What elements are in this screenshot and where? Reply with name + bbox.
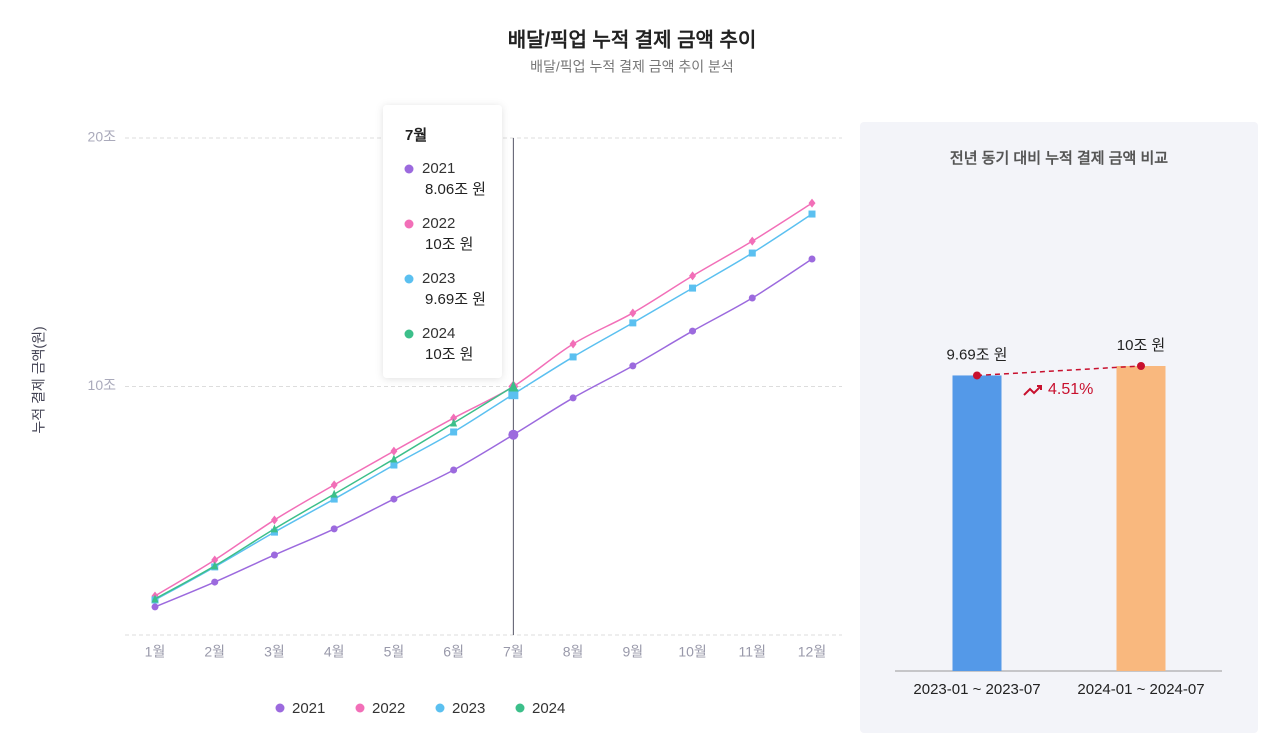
point [270, 515, 278, 525]
point [629, 308, 637, 318]
tooltip-swatch [404, 219, 414, 229]
tooltip: 7월 2021 8.06조 원 2022 10조 원 2023 9.69조 원 2024 10조… [383, 105, 502, 378]
point [450, 418, 458, 427]
tooltip-swatch [404, 164, 414, 174]
value-label: 9.69조 원 [947, 346, 1008, 363]
point [748, 294, 756, 302]
annotation: 4.51% [1048, 381, 1093, 398]
series-line [154, 213, 813, 601]
point [808, 198, 816, 208]
point [450, 428, 458, 436]
tooltip-name: 2023 [422, 270, 455, 287]
x-tick-label: 2023-01 ~ 2023-07 [913, 681, 1040, 698]
x-tick-label: 10월 [678, 644, 706, 660]
legend-label: 2023 [452, 700, 485, 717]
value-label: 10조 원 [1117, 337, 1165, 354]
y-tick-label: 20조 [88, 129, 117, 145]
legend-label: 2022 [372, 700, 405, 717]
panel [860, 122, 1258, 733]
bar [952, 375, 1002, 671]
y-tick-label: 10조 [88, 377, 117, 393]
point [689, 271, 697, 281]
series-line [154, 258, 813, 608]
tooltip-value: 9.69조 원 [425, 291, 486, 308]
tooltip-name: 2021 [422, 160, 455, 177]
point [390, 454, 398, 463]
x-tick-label: 9월 [622, 644, 643, 660]
x-tick-label: 12월 [798, 644, 826, 660]
tooltip-value: 8.06조 원 [425, 181, 486, 198]
point [629, 319, 637, 327]
tooltip-swatch [404, 329, 414, 339]
x-tick-label: 7월 [503, 644, 524, 660]
point [270, 524, 278, 533]
series-line [154, 202, 813, 597]
point [508, 389, 519, 400]
x-tick-label: 4월 [324, 644, 345, 660]
point [808, 210, 816, 218]
bar [1116, 366, 1166, 671]
point [450, 466, 458, 474]
legend-label: 2021 [292, 700, 325, 717]
point [629, 362, 637, 370]
x-tick-label: 3월 [264, 644, 285, 660]
point [390, 461, 398, 469]
tooltip-swatch [404, 274, 414, 284]
x-tick-label: 1월 [145, 644, 166, 660]
tooltip-value: 10조 원 [425, 346, 473, 363]
point [211, 555, 219, 565]
legend-swatch [275, 703, 285, 713]
point [330, 480, 338, 490]
point [390, 446, 398, 456]
title: 배달/픽업 누적 결제 금액 추이 [508, 28, 757, 51]
point [748, 236, 756, 246]
x-tick-label: 2월 [204, 644, 225, 660]
point [569, 394, 577, 402]
x-tick-label: 6월 [443, 644, 464, 660]
y-axis-label: 누적 결제 금액(원) [31, 326, 47, 433]
trend-line [976, 365, 1142, 377]
trend-dot [973, 371, 981, 380]
tooltip-name: 2022 [422, 215, 455, 232]
tooltip-name: 2024 [422, 325, 455, 342]
subtitle: 배달/픽업 누적 결제 금액 추이 분석 [530, 59, 734, 75]
point [689, 327, 697, 335]
point [508, 429, 519, 440]
panel-title: 전년 동기 대비 누적 결제 금액 비교 [950, 149, 1168, 167]
point [330, 495, 338, 503]
point [330, 525, 338, 533]
point [151, 594, 159, 603]
legend-swatch [515, 703, 525, 713]
legend-label: 2024 [532, 700, 565, 717]
trend-icon [1023, 385, 1042, 396]
point [569, 339, 577, 349]
point [508, 380, 519, 392]
x-tick-label: 2024-01 ~ 2024-07 [1077, 681, 1204, 698]
point [211, 561, 219, 570]
point [151, 603, 159, 611]
x-tick-label: 8월 [563, 644, 584, 660]
point [689, 284, 697, 292]
point [569, 353, 577, 361]
trend-dot [1137, 362, 1145, 370]
point [270, 551, 278, 559]
point [211, 578, 219, 586]
x-tick-label: 5월 [384, 644, 405, 660]
tooltip-title: 7월 [405, 127, 427, 144]
point [390, 495, 398, 503]
point [748, 249, 756, 257]
tooltip-box [383, 105, 502, 378]
point [450, 413, 458, 423]
x-tick-label: 11월 [739, 644, 766, 660]
legend-swatch [435, 703, 445, 713]
point [330, 489, 338, 498]
legend-swatch [355, 703, 365, 713]
point [808, 255, 816, 263]
tooltip-value: 10조 원 [425, 236, 473, 253]
